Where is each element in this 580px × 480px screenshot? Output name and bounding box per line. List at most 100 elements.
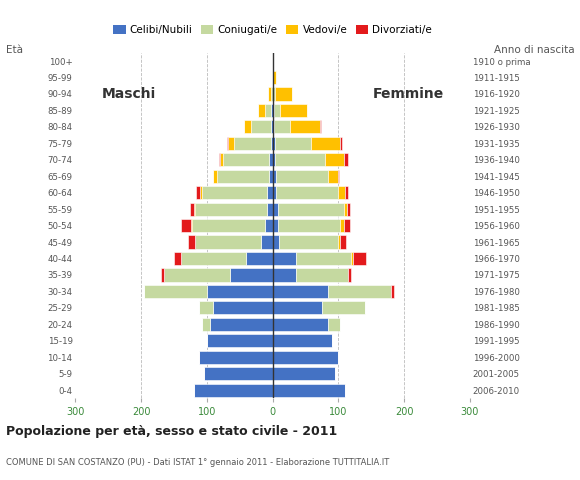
Bar [391, 285, 394, 298]
Bar [345, 153, 347, 167]
Bar [144, 285, 207, 298]
Bar [296, 268, 348, 282]
Bar [271, 120, 273, 133]
Bar [273, 153, 275, 167]
Bar [268, 87, 271, 100]
Bar [197, 186, 200, 199]
Bar [347, 203, 350, 216]
Bar [199, 301, 213, 314]
Bar [195, 203, 267, 216]
Bar [188, 236, 195, 249]
Bar [271, 137, 273, 150]
Bar [311, 137, 340, 150]
Bar [296, 252, 351, 265]
Bar [161, 268, 164, 282]
Bar [276, 186, 338, 199]
Bar [269, 169, 273, 183]
Bar [200, 186, 202, 199]
Bar [264, 104, 271, 117]
Bar [273, 318, 328, 331]
Bar [207, 334, 273, 348]
Bar [291, 120, 320, 133]
Legend: Celibi/Nubili, Coniugati/e, Vedovi/e, Divorziati/e: Celibi/Nubili, Coniugati/e, Vedovi/e, Di… [111, 23, 434, 37]
Bar [174, 252, 180, 265]
Bar [213, 169, 217, 183]
Bar [351, 252, 353, 265]
Bar [223, 153, 269, 167]
Text: COMUNE DI SAN COSTANZO (PU) - Dati ISTAT 1° gennaio 2011 - Elaborazione TUTTITAL: COMUNE DI SAN COSTANZO (PU) - Dati ISTAT… [6, 458, 389, 468]
Bar [199, 351, 273, 364]
Bar [264, 219, 273, 232]
Bar [340, 219, 343, 232]
Bar [269, 153, 273, 167]
Bar [328, 318, 340, 331]
Bar [273, 104, 274, 117]
Bar [194, 384, 273, 397]
Bar [273, 87, 275, 100]
Bar [273, 71, 276, 84]
Bar [273, 236, 279, 249]
Bar [345, 186, 348, 199]
Bar [228, 137, 234, 150]
Bar [273, 120, 274, 133]
Bar [273, 252, 296, 265]
Text: Maschi: Maschi [102, 87, 156, 101]
Bar [343, 219, 350, 232]
Bar [276, 169, 328, 183]
Text: Età: Età [6, 45, 23, 55]
Bar [278, 219, 340, 232]
Bar [190, 203, 194, 216]
Bar [273, 219, 278, 232]
Bar [281, 104, 307, 117]
Bar [267, 203, 273, 216]
Text: Anno di nascita: Anno di nascita [494, 45, 574, 55]
Bar [340, 137, 342, 150]
Bar [278, 203, 343, 216]
Bar [219, 153, 220, 167]
Bar [273, 384, 345, 397]
Bar [276, 87, 292, 100]
Bar [193, 219, 264, 232]
Bar [353, 252, 366, 265]
Bar [273, 268, 296, 282]
Text: Popolazione per età, sesso e stato civile - 2011: Popolazione per età, sesso e stato civil… [6, 425, 337, 438]
Bar [338, 186, 345, 199]
Bar [273, 351, 338, 364]
Bar [164, 268, 230, 282]
Bar [273, 334, 332, 348]
Bar [194, 203, 195, 216]
Bar [276, 153, 325, 167]
Bar [220, 153, 223, 167]
Bar [328, 285, 391, 298]
Bar [273, 137, 274, 150]
Bar [191, 219, 193, 232]
Bar [258, 104, 264, 117]
Bar [343, 203, 347, 216]
Bar [273, 169, 276, 183]
Bar [273, 301, 322, 314]
Bar [180, 252, 246, 265]
Bar [202, 318, 210, 331]
Text: Femmine: Femmine [372, 87, 444, 101]
Bar [267, 186, 273, 199]
Bar [338, 169, 339, 183]
Bar [202, 186, 267, 199]
Bar [227, 137, 228, 150]
Bar [273, 203, 278, 216]
Bar [274, 137, 311, 150]
Bar [274, 104, 281, 117]
Bar [244, 120, 251, 133]
Bar [213, 301, 273, 314]
Bar [251, 120, 271, 133]
Bar [181, 219, 191, 232]
Bar [261, 236, 273, 249]
Bar [325, 153, 345, 167]
Bar [340, 236, 346, 249]
Bar [338, 236, 340, 249]
Bar [217, 169, 269, 183]
Bar [348, 268, 351, 282]
Bar [230, 268, 273, 282]
Bar [279, 236, 338, 249]
Bar [274, 120, 291, 133]
Bar [273, 186, 276, 199]
